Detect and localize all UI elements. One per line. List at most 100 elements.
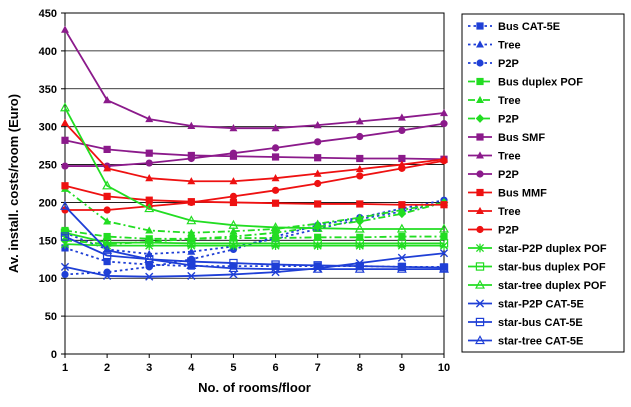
data-point	[396, 223, 407, 233]
data-point	[439, 223, 449, 233]
series-line	[64, 139, 445, 161]
series-15	[60, 102, 449, 233]
data-point	[354, 263, 365, 273]
data-point	[439, 249, 449, 258]
data-point	[398, 126, 406, 135]
data-point	[229, 258, 238, 268]
series-16	[60, 249, 449, 281]
data-point	[271, 186, 280, 194]
series-line	[64, 184, 444, 206]
y-tick-label: 450	[39, 8, 57, 20]
data-point	[270, 222, 281, 232]
data-point	[61, 118, 69, 126]
data-point	[271, 174, 280, 182]
data-point	[61, 226, 69, 235]
data-point	[398, 154, 406, 163]
data-point	[356, 154, 364, 163]
data-point	[229, 239, 238, 248]
x-tick-label: 8	[357, 362, 363, 374]
data-point	[271, 144, 280, 152]
data-point	[145, 149, 153, 157]
series-line	[64, 231, 444, 245]
data-point	[440, 232, 448, 241]
legend-label: Tree	[498, 151, 521, 163]
x-tick-label: 6	[272, 362, 278, 374]
legend-entry: Tree	[468, 151, 521, 163]
data-point	[229, 177, 238, 185]
x-tick-label: 1	[62, 362, 68, 374]
data-point	[61, 182, 69, 190]
legend-label: Bus MMF	[498, 188, 547, 200]
data-point	[356, 200, 364, 208]
data-point	[60, 262, 70, 271]
legend-entry: Tree	[468, 95, 521, 107]
data-point	[313, 121, 322, 129]
data-point	[187, 154, 195, 163]
series-line	[64, 107, 444, 230]
x-tick-label: 9	[399, 362, 405, 374]
data-point	[475, 317, 485, 327]
y-tick-label: 200	[39, 197, 57, 209]
data-point	[229, 198, 238, 207]
data-point	[271, 260, 280, 269]
data-point	[145, 174, 154, 182]
legend-label: P2P	[498, 169, 519, 181]
legend-label: P2P	[498, 225, 519, 237]
data-point	[145, 238, 154, 247]
x-axis-label: No. of rooms/floor	[198, 380, 311, 395]
legend-entry: Tree	[468, 40, 521, 52]
x-tick-labels: 1 2 3 4 5 6 7 8 9 10	[62, 362, 450, 374]
legend-entry: star-P2P duplex POF	[468, 243, 607, 255]
data-point	[475, 114, 485, 123]
data-point	[229, 149, 238, 157]
x-tick-label: 4	[188, 362, 195, 374]
data-point	[314, 233, 322, 241]
data-point	[187, 271, 196, 281]
data-point	[439, 263, 449, 273]
data-point	[228, 262, 239, 273]
legend-entry: P2P	[468, 169, 519, 181]
data-point	[475, 335, 485, 345]
data-point	[396, 263, 407, 273]
data-point	[60, 200, 70, 210]
data-point	[229, 192, 238, 200]
series-18	[60, 200, 449, 273]
legend: Bus CAT-5E Tree P2P Bus duplex POF Tree P2P Bu…	[461, 13, 625, 353]
data-point	[103, 96, 112, 104]
data-point	[187, 239, 196, 248]
legend-entry: P2P	[468, 225, 519, 237]
data-point	[60, 232, 70, 241]
data-point	[355, 217, 365, 226]
data-point	[145, 226, 154, 234]
series-8	[61, 25, 448, 132]
data-point	[61, 25, 69, 33]
legend-entry: Tree	[468, 206, 521, 218]
legend-entry: star-P2P CAT-5E	[468, 299, 584, 311]
data-point	[354, 223, 365, 233]
legend-entry: P2P	[468, 58, 519, 70]
data-point	[398, 164, 406, 172]
x-tick-label: 7	[315, 362, 321, 374]
legend-label: star-P2P duplex POF	[498, 243, 607, 255]
legend-label: Tree	[498, 40, 521, 52]
legend-entry: Bus MMF	[468, 188, 547, 200]
data-point	[61, 162, 69, 170]
data-point	[103, 164, 112, 172]
data-point	[145, 159, 153, 167]
data-point	[476, 188, 484, 197]
x-tick-label: 10	[438, 362, 450, 374]
series-layer	[60, 25, 449, 281]
data-point	[271, 239, 280, 248]
data-point	[103, 206, 111, 214]
legend-label: star-tree CAT-5E	[498, 336, 583, 348]
data-point	[397, 262, 407, 272]
data-point	[476, 77, 484, 86]
legend-label: star-bus duplex POF	[498, 262, 606, 274]
data-point	[355, 164, 364, 173]
data-point	[61, 270, 69, 279]
data-point	[397, 209, 407, 219]
series-line	[64, 229, 444, 240]
data-point	[398, 232, 406, 241]
series-14	[60, 228, 449, 248]
data-point	[440, 120, 448, 128]
